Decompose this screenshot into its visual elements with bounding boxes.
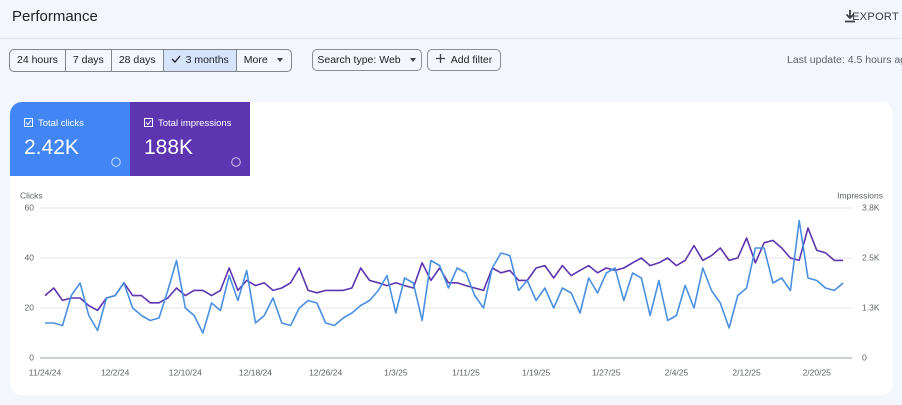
series-line [45,219,844,334]
help-icon[interactable] [111,157,121,167]
x-tick-label: 2/20/25 [803,367,832,377]
x-tick-label: 11/24/24 [29,367,62,377]
y2-tick-label: 3.8K [862,202,880,212]
metric-value: 188K [144,136,194,159]
y-axis-title: Clicks [20,190,43,200]
range-button[interactable]: 7 days [66,50,112,71]
metric-value: 2.42K [24,136,79,159]
more-button[interactable]: More [237,50,291,71]
export-button[interactable]: EXPORT [852,11,899,23]
y-tick-label: 0 [29,352,34,362]
metric-label: Total impressions [158,118,232,129]
x-tick-label: 2/12/25 [732,367,761,377]
range-button-selected[interactable]: 3 months [163,50,237,71]
add-filter-button[interactable]: Add filter [427,49,501,71]
x-tick-label: 1/19/25 [522,367,551,377]
y2-axis-title: Impressions [837,190,883,200]
dropdown-arrow [409,58,416,62]
header: Performance EXPORT [0,0,902,39]
page-title: Performance [12,8,98,25]
y-tick-label: 20 [25,302,35,312]
x-tick-label: 1/11/25 [452,367,480,377]
x-tick-label: 1/27/25 [592,367,621,377]
x-tick-label: 12/26/24 [309,367,342,377]
range-label: 3 months [185,54,229,66]
date-range: 24 hours 7 days 28 days 3 months More [9,49,292,72]
y-tick-label: 40 [25,252,35,262]
last-update: Last update: 4.5 hours ago [787,54,902,66]
x-tick-label: 12/2/24 [101,367,130,377]
y-tick-label: 60 [25,202,35,212]
range-button[interactable]: 28 days [112,50,164,71]
y2-tick-label: 2.5K [862,252,880,262]
x-tick-label: 12/10/24 [169,367,202,377]
add-filter-label: Add filter [450,54,493,66]
more-label: More [243,54,268,66]
metric-card[interactable]: Total clicks 2.42K [10,102,130,176]
export-icon[interactable] [843,9,857,23]
x-tick-label: 1/3/25 [384,367,408,377]
plus-icon [435,54,445,63]
metric-card[interactable]: Total impressions 188K [130,102,250,176]
checkbox [144,118,153,127]
x-tick-label: 2/4/25 [665,367,689,377]
help-icon[interactable] [231,157,241,167]
search-type-label: Search type: Web [317,54,401,66]
check-icon [171,55,181,63]
y2-tick-label: 0 [862,352,867,362]
y2-tick-label: 1.3K [862,302,880,312]
metric-label: Total clicks [38,118,84,129]
search-type-button[interactable]: Search type: Web [312,49,422,71]
dropdown-arrow [276,58,283,62]
x-tick-label: 12/18/24 [239,367,272,377]
checkbox [24,118,33,127]
range-button[interactable]: 24 hours [10,50,66,71]
